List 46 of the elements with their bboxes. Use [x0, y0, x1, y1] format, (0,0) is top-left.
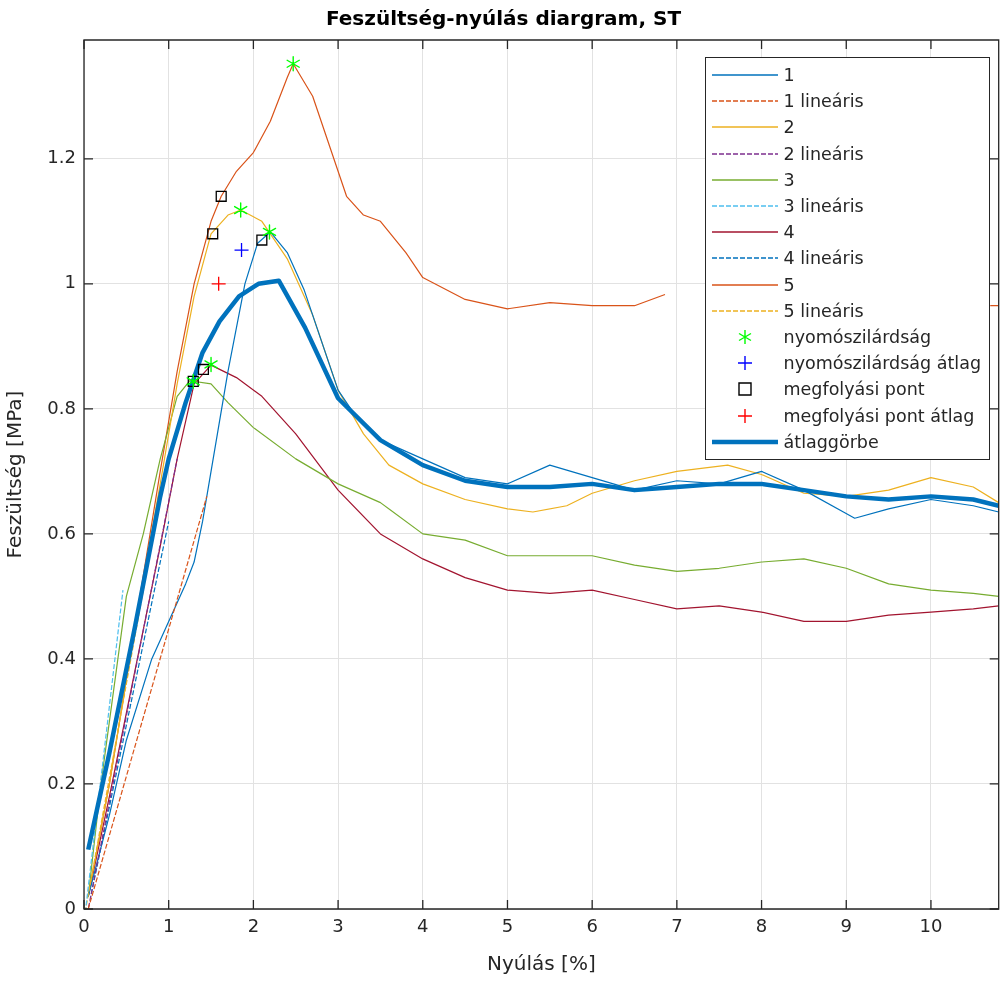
legend-label: 3 [783, 169, 795, 190]
point [233, 202, 248, 218]
legend-label: 3 lineáris [783, 196, 864, 217]
point [286, 56, 300, 72]
x-tick-label: 1 [162, 915, 175, 937]
chart-title: Feszültség-nyúlás diargram, ST [325, 6, 682, 31]
x-tick-label: 9 [840, 915, 852, 937]
legend-label: átlaggörbe [783, 431, 879, 452]
point [215, 190, 227, 202]
x-tick-label: 6 [586, 915, 598, 937]
point [204, 356, 218, 373]
point [262, 224, 277, 240]
legend-label: 4 lineáris [783, 248, 864, 269]
y-axis-title: Feszültség [MPa] [2, 390, 27, 559]
legend-label: 5 lineáris [783, 300, 864, 321]
legend-label: megfolyási pont [783, 379, 925, 400]
x-axis-title: Nyúlás [%] [487, 951, 596, 976]
x-tick-label: 5 [501, 915, 514, 937]
y-tick-label: 0.6 [47, 521, 76, 543]
legend-label: 5 [783, 274, 795, 295]
point [197, 363, 210, 376]
x-tick-label: 0 [78, 915, 90, 937]
y-tick-label: 0.2 [47, 771, 76, 793]
point [207, 228, 219, 240]
x-tick-label: 2 [247, 915, 260, 937]
legend-label: 2 [783, 117, 795, 138]
point [256, 234, 268, 246]
legend-label: 2 lineáris [783, 143, 864, 164]
y-tick-label: 0 [64, 896, 76, 918]
point [211, 276, 227, 292]
x-tick-label: 7 [671, 915, 683, 937]
x-tick-label: 3 [332, 915, 344, 937]
x-tick-label: 8 [755, 915, 768, 937]
legend-label: 1 lineáris [783, 91, 864, 112]
point [233, 242, 250, 258]
legend-label: nyomószilárdság átlag [783, 353, 981, 374]
legend-label: 1 [783, 65, 795, 86]
y-tick-label: 1 [64, 271, 76, 293]
legend-label: nyomószilárdság [783, 326, 932, 347]
x-tick-label: 10 [919, 915, 943, 937]
y-tick-label: 0.8 [47, 396, 76, 418]
legend-label: megfolyási pont átlag [783, 405, 975, 426]
y-tick-label: 1.2 [47, 146, 76, 168]
y-tick-label: 0.4 [47, 646, 76, 668]
legend-label: 4 [783, 222, 795, 243]
x-tick-label: 4 [417, 915, 429, 937]
